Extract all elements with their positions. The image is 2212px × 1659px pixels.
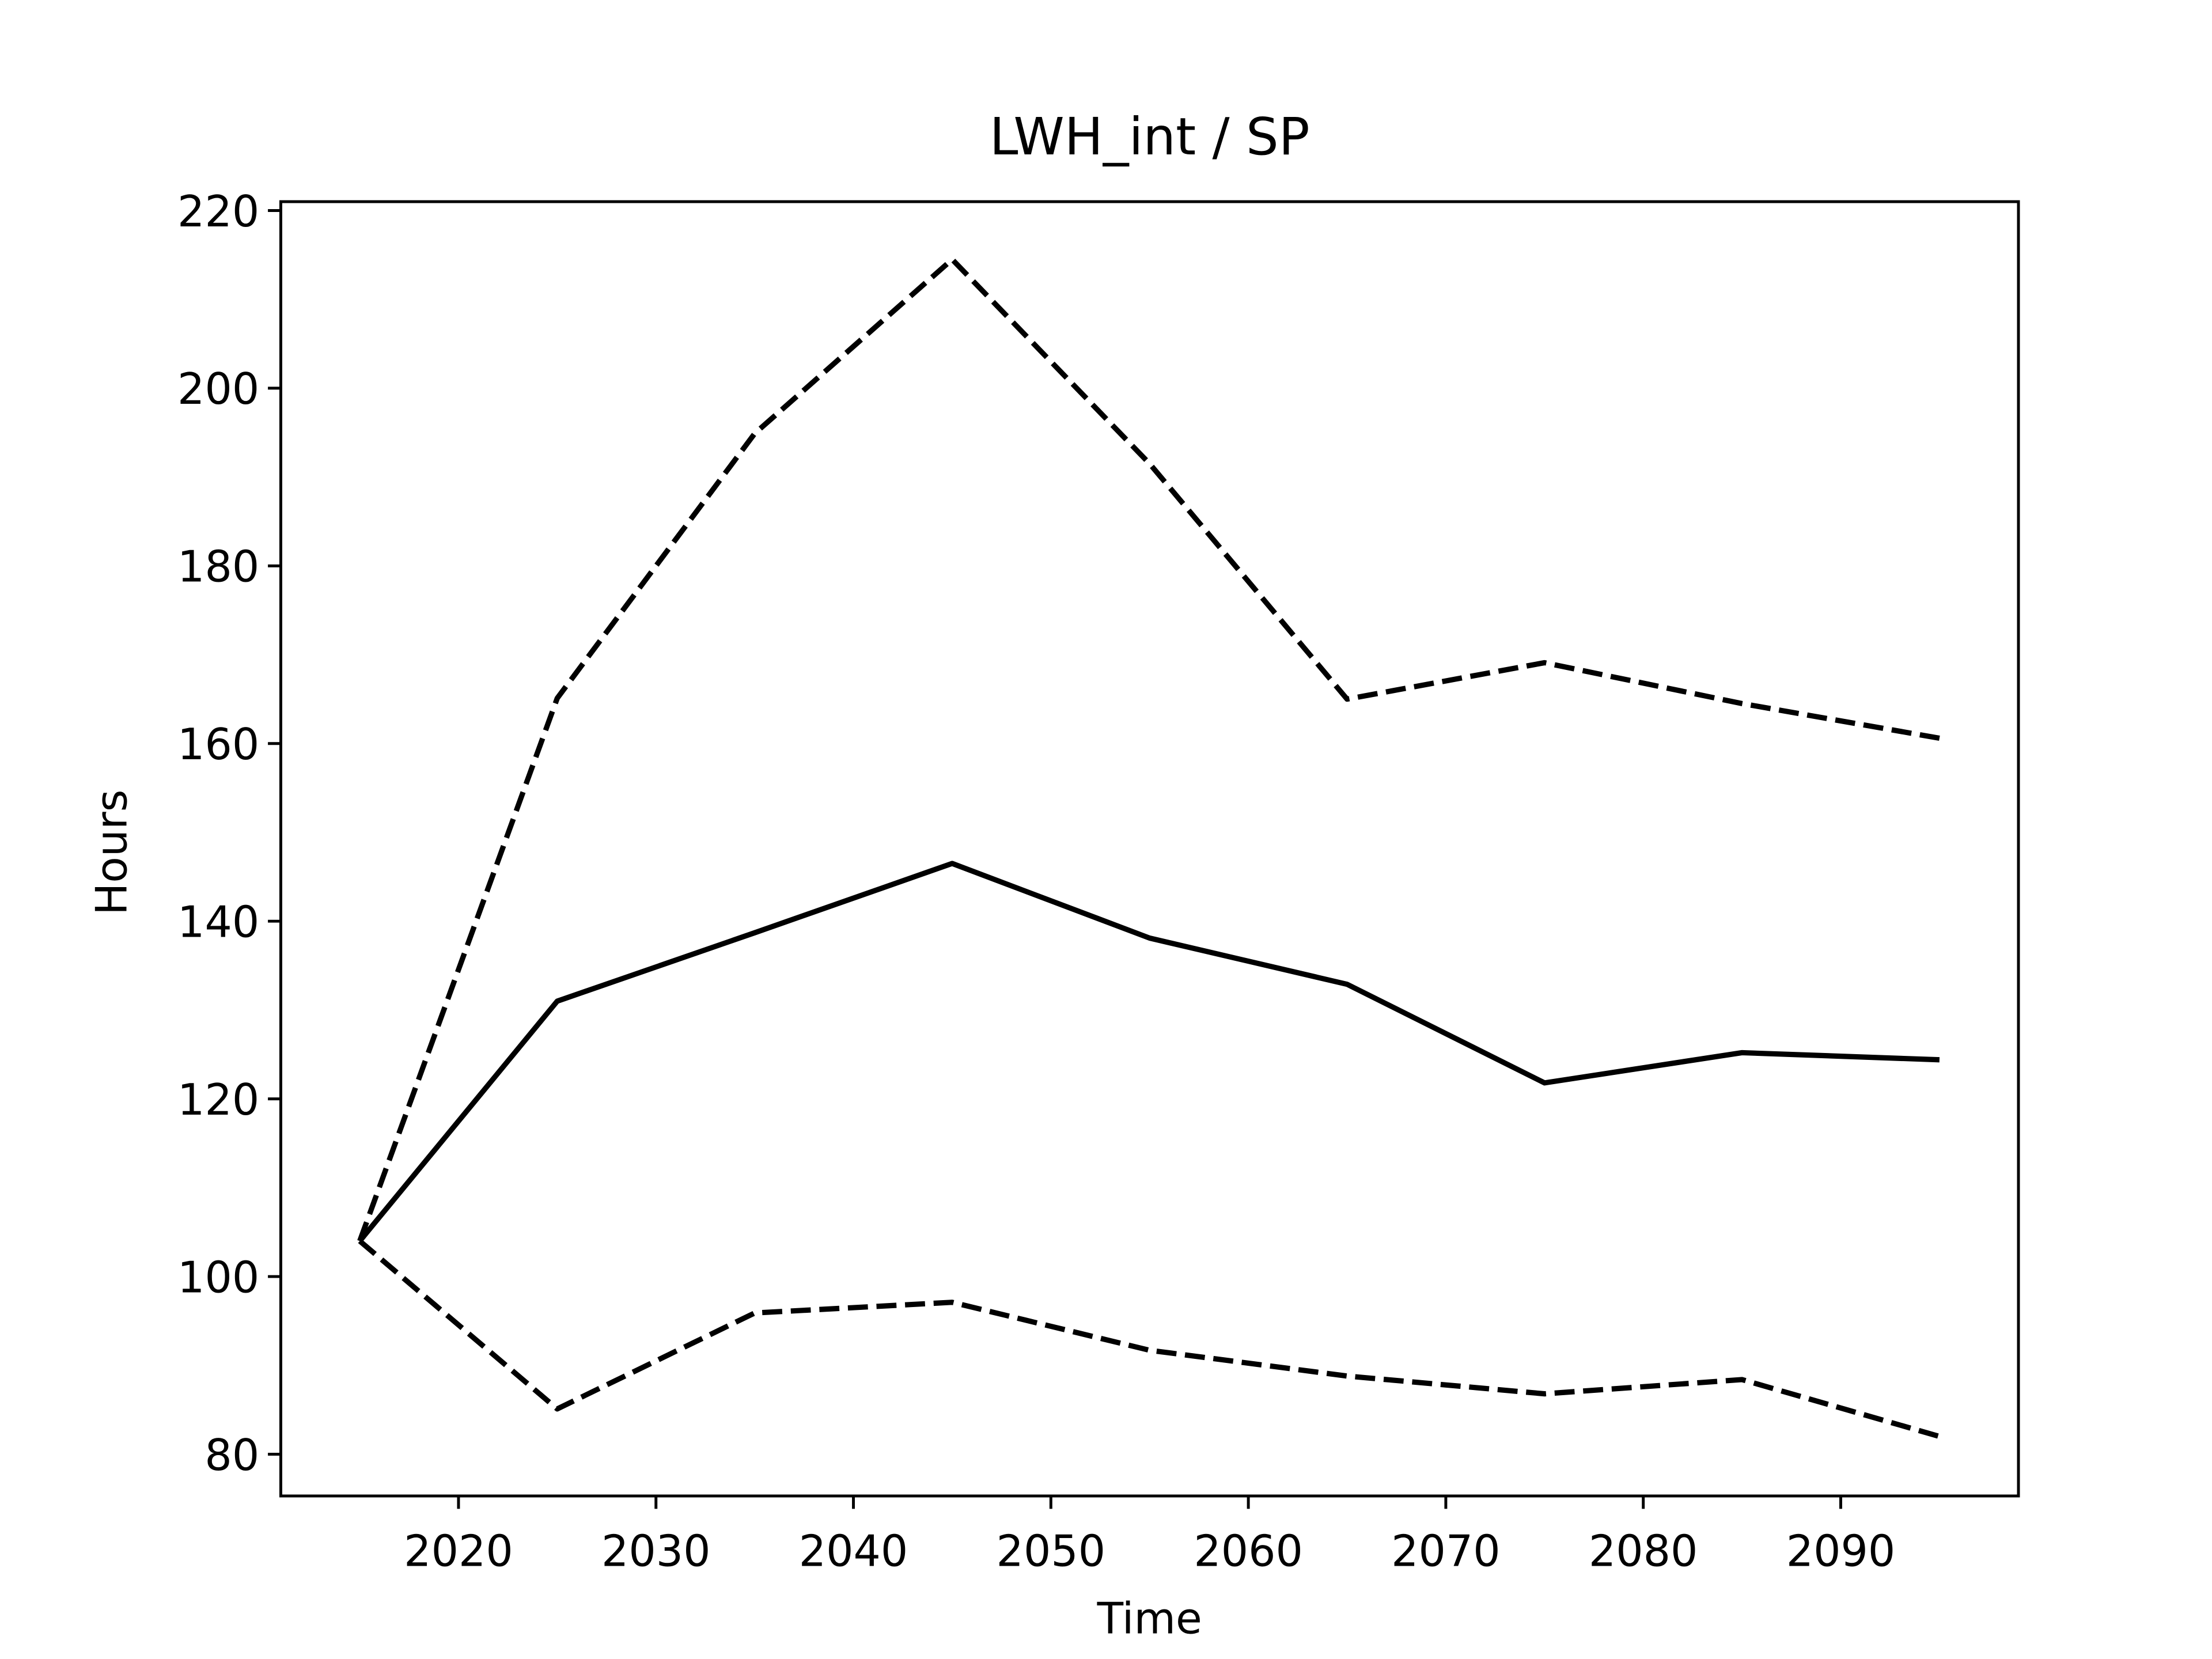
y-tick-label: 200	[177, 364, 259, 414]
y-tick-label: 180	[177, 542, 259, 592]
y-axis-label: Hours	[86, 790, 137, 915]
y-tick-label: 100	[177, 1252, 259, 1302]
y-tick-label: 220	[177, 187, 259, 237]
x-tick-label: 2040	[799, 1527, 908, 1577]
x-tick-label: 2080	[1589, 1527, 1698, 1577]
line-series	[358, 861, 1940, 1243]
y-tick-label: 120	[177, 1075, 259, 1125]
x-tick-label: 2050	[997, 1527, 1106, 1577]
line-series	[358, 1238, 1941, 1440]
line-series	[357, 256, 1940, 1242]
x-tick-label: 2070	[1391, 1527, 1501, 1577]
x-axis-label: Time	[1097, 1593, 1202, 1643]
y-tick-label: 140	[177, 897, 259, 948]
x-tick-label: 2030	[601, 1527, 711, 1577]
plot-frame	[279, 200, 2020, 1498]
y-tick-label: 80	[204, 1430, 259, 1480]
x-tick-label: 2090	[1786, 1527, 1896, 1577]
x-tick-label: 2020	[404, 1527, 513, 1577]
y-tick-label: 160	[177, 719, 259, 770]
x-tick-label: 2060	[1194, 1527, 1303, 1577]
chart-title: LWH_int / SP	[990, 107, 1310, 167]
